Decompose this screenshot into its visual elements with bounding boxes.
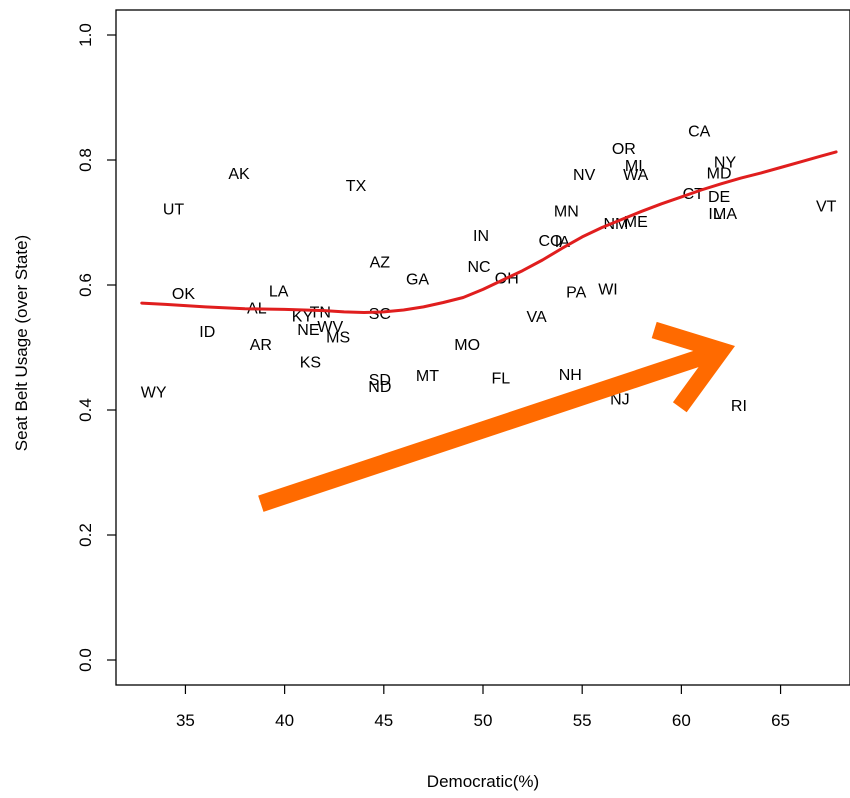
point-va: VA bbox=[526, 309, 546, 326]
point-mt: MT bbox=[416, 368, 439, 385]
point-mn: MN bbox=[554, 203, 579, 220]
y-tick-label: 0.0 bbox=[76, 648, 95, 672]
point-sc: SC bbox=[369, 306, 391, 323]
point-labels: WYUTOKIDAKARALLAKYTNNEWVMSKSTXAZSCSDNDGA… bbox=[141, 123, 837, 414]
point-sd: SD bbox=[369, 372, 391, 389]
point-ks: KS bbox=[300, 355, 321, 372]
point-ga: GA bbox=[406, 272, 429, 289]
point-nc: NC bbox=[467, 259, 490, 276]
x-tick-label: 60 bbox=[672, 711, 691, 730]
x-tick-label: 45 bbox=[374, 711, 393, 730]
smooth-trend-line bbox=[140, 150, 838, 314]
point-me: ME bbox=[624, 214, 648, 231]
point-pa: PA bbox=[566, 285, 586, 302]
point-md: MD bbox=[707, 165, 732, 182]
x-tick-label: 35 bbox=[176, 711, 195, 730]
y-tick-label: 0.6 bbox=[76, 273, 95, 297]
x-axis-title: Democratic(%) bbox=[427, 772, 539, 791]
x-tick-label: 40 bbox=[275, 711, 294, 730]
point-fl: FL bbox=[492, 370, 511, 387]
plot-frame bbox=[115, 9, 850, 686]
point-nd: ND bbox=[368, 379, 391, 396]
point-ri: RI bbox=[731, 398, 747, 415]
x-tick-label: 50 bbox=[474, 711, 493, 730]
point-ky: KY bbox=[292, 308, 314, 325]
point-ut: UT bbox=[163, 202, 185, 219]
point-in: IN bbox=[473, 228, 489, 245]
point-wv: WV bbox=[317, 319, 343, 336]
y-tick-label: 0.8 bbox=[76, 148, 95, 172]
point-mi: MI bbox=[625, 158, 643, 175]
point-co: CO bbox=[538, 233, 562, 250]
point-la: LA bbox=[269, 283, 289, 300]
y-tick-label: 0.4 bbox=[76, 398, 95, 422]
point-or: OR bbox=[612, 141, 636, 158]
x-tick-label: 55 bbox=[573, 711, 592, 730]
point-az: AZ bbox=[370, 255, 391, 272]
point-id: ID bbox=[199, 324, 215, 341]
point-ne: NE bbox=[297, 322, 319, 339]
point-vt: VT bbox=[816, 198, 837, 215]
x-axis: 35 40 45 50 55 60 65 bbox=[176, 685, 790, 730]
point-ak: AK bbox=[228, 166, 250, 183]
point-ca: CA bbox=[688, 123, 711, 140]
point-il: IL bbox=[708, 206, 721, 223]
x-tick-label: 65 bbox=[771, 711, 790, 730]
arrow-shaft bbox=[258, 344, 719, 512]
arrow-head bbox=[651, 321, 735, 413]
point-ar: AR bbox=[250, 337, 272, 354]
point-ny: NY bbox=[714, 155, 737, 172]
y-axis-title: Seat Belt Usage (over State) bbox=[12, 235, 31, 451]
point-ms: MS bbox=[326, 330, 350, 347]
point-mo: MO bbox=[454, 337, 480, 354]
trend-arrow bbox=[258, 321, 735, 512]
point-ma: MA bbox=[713, 206, 737, 223]
point-de: DE bbox=[708, 189, 730, 206]
point-tx: TX bbox=[346, 178, 367, 195]
point-nh: NH bbox=[559, 367, 582, 384]
point-wy: WY bbox=[141, 385, 167, 402]
point-nv: NV bbox=[573, 167, 596, 184]
point-nj: NJ bbox=[610, 392, 630, 409]
y-tick-label: 0.2 bbox=[76, 523, 95, 547]
point-ok: OK bbox=[172, 286, 195, 303]
point-wi: WI bbox=[598, 282, 618, 299]
point-wa: WA bbox=[623, 167, 649, 184]
y-tick-label: 1.0 bbox=[76, 23, 95, 47]
y-axis: 0.0 0.2 0.4 0.6 0.8 1.0 bbox=[76, 23, 116, 672]
